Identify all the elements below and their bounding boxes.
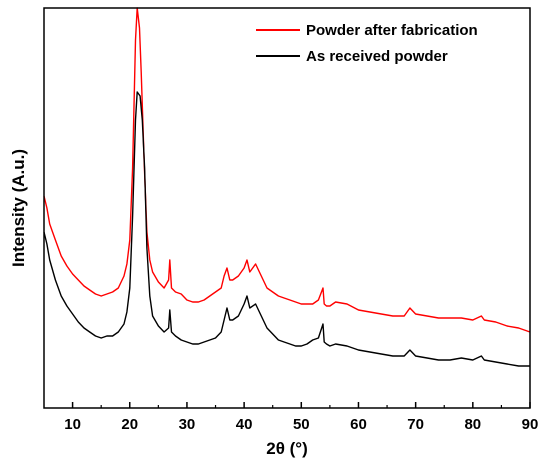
ticks-layer: 10 20 30 40 50 60 70 80 90: [64, 402, 538, 433]
series-line-as-received-powder: [43, 91, 530, 367]
series-layer: [43, 7, 531, 367]
legend-label-as-received-powder: As received powder: [306, 48, 448, 65]
series-line-powder-after-fabrication: [43, 7, 531, 333]
x-tick-label: 10: [64, 416, 81, 433]
x-tick-label: 30: [179, 416, 196, 433]
plot-frame: [43, 7, 531, 409]
x-axis-title: 2θ (°): [266, 439, 308, 458]
x-tick-label: 80: [464, 416, 481, 433]
x-tick-label: 20: [121, 416, 138, 433]
x-tick-label: 60: [350, 416, 367, 433]
legend: Powder after fabrication As received pow…: [256, 22, 478, 65]
x-tick-label: 70: [407, 416, 424, 433]
x-tick-label: 40: [236, 416, 253, 433]
legend-label-powder-after-fabrication: Powder after fabrication: [306, 22, 478, 39]
y-axis-title: Intensity (A.u.): [9, 149, 28, 267]
x-tick-label: 90: [522, 416, 539, 433]
x-tick-label: 50: [293, 416, 310, 433]
